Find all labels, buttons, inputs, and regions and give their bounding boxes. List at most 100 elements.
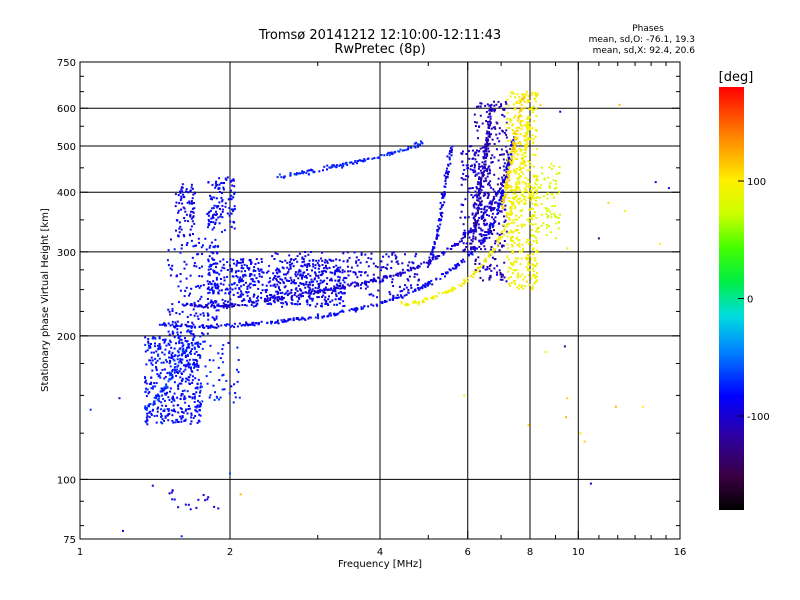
- data-point: [309, 283, 311, 286]
- data-point: [312, 292, 315, 295]
- data-point: [490, 103, 493, 106]
- data-point: [473, 194, 476, 197]
- data-point: [518, 148, 521, 150]
- data-point: [144, 405, 147, 408]
- data-point: [241, 304, 244, 306]
- data-point: [255, 277, 258, 280]
- data-point: [475, 186, 478, 189]
- data-point: [242, 323, 245, 326]
- data-point: [566, 247, 569, 250]
- data-point: [449, 147, 452, 150]
- data-point: [144, 379, 147, 382]
- data-point: [326, 164, 329, 167]
- data-point: [484, 231, 487, 233]
- data-point: [325, 302, 328, 305]
- data-point: [202, 326, 204, 329]
- data-point: [239, 280, 242, 283]
- data-point: [522, 223, 525, 226]
- data-point: [512, 203, 515, 206]
- data-point: [195, 285, 198, 288]
- data-point: [512, 261, 515, 264]
- data-point: [198, 401, 201, 404]
- data-point: [383, 276, 385, 279]
- data-point: [211, 207, 214, 210]
- data-point: [177, 285, 180, 288]
- data-point: [518, 189, 521, 191]
- data-point: [360, 306, 363, 309]
- data-point: [487, 231, 490, 233]
- data-point: [187, 503, 190, 506]
- data-point: [477, 199, 480, 202]
- data-point: [416, 273, 419, 276]
- data-point: [232, 275, 235, 278]
- data-point: [450, 154, 453, 157]
- data-point: [417, 301, 420, 303]
- data-point: [432, 247, 435, 250]
- data-point: [213, 317, 216, 320]
- data-point: [475, 221, 478, 224]
- data-point: [514, 132, 517, 135]
- data-point: [542, 195, 545, 198]
- data-point: [168, 399, 171, 401]
- data-point: [667, 187, 670, 190]
- data-point: [476, 187, 478, 190]
- data-point: [460, 259, 463, 262]
- data-point: [531, 191, 534, 194]
- data-point: [167, 249, 170, 252]
- data-point: [455, 243, 458, 246]
- data-point: [479, 105, 482, 108]
- data-point: [515, 269, 518, 271]
- data-point: [482, 150, 485, 153]
- data-point: [479, 177, 482, 179]
- data-point: [203, 340, 206, 343]
- data-point: [408, 261, 411, 264]
- data-point: [226, 288, 229, 291]
- data-point: [474, 190, 477, 193]
- data-point: [507, 266, 510, 269]
- data-point: [349, 270, 352, 273]
- data-point: [490, 127, 493, 130]
- data-point: [467, 150, 470, 152]
- data-point: [321, 295, 323, 298]
- data-point: [296, 273, 299, 276]
- data-point: [333, 287, 336, 290]
- data-point: [372, 304, 375, 307]
- data-point: [444, 271, 447, 274]
- data-point: [488, 168, 491, 171]
- data-point: [510, 147, 513, 150]
- data-point: [432, 256, 435, 259]
- data-point: [216, 271, 219, 274]
- data-point: [302, 283, 305, 286]
- data-point: [421, 142, 424, 145]
- data-point: [470, 275, 472, 277]
- data-point: [302, 282, 305, 285]
- data-point: [193, 335, 196, 338]
- data-point: [168, 492, 171, 495]
- data-point: [324, 303, 327, 305]
- data-point: [473, 166, 476, 169]
- data-point: [290, 279, 293, 282]
- data-point: [192, 323, 195, 326]
- data-point: [163, 419, 165, 422]
- data-point: [286, 266, 289, 269]
- data-point: [392, 285, 395, 287]
- data-point: [557, 227, 560, 230]
- data-point: [179, 331, 182, 334]
- data-point: [494, 201, 497, 204]
- data-point: [208, 274, 211, 277]
- data-point: [234, 271, 237, 274]
- data-point: [192, 393, 195, 395]
- data-point: [525, 188, 528, 191]
- data-point: [162, 323, 165, 326]
- data-point: [258, 269, 261, 272]
- data-point: [494, 240, 497, 243]
- data-point: [335, 264, 338, 267]
- data-point: [280, 176, 283, 179]
- data-point: [471, 229, 474, 232]
- data-point: [499, 237, 502, 240]
- data-point: [338, 164, 341, 167]
- data-point: [483, 152, 486, 155]
- data-point: [303, 271, 306, 274]
- data-point: [488, 120, 491, 123]
- data-point: [196, 383, 199, 385]
